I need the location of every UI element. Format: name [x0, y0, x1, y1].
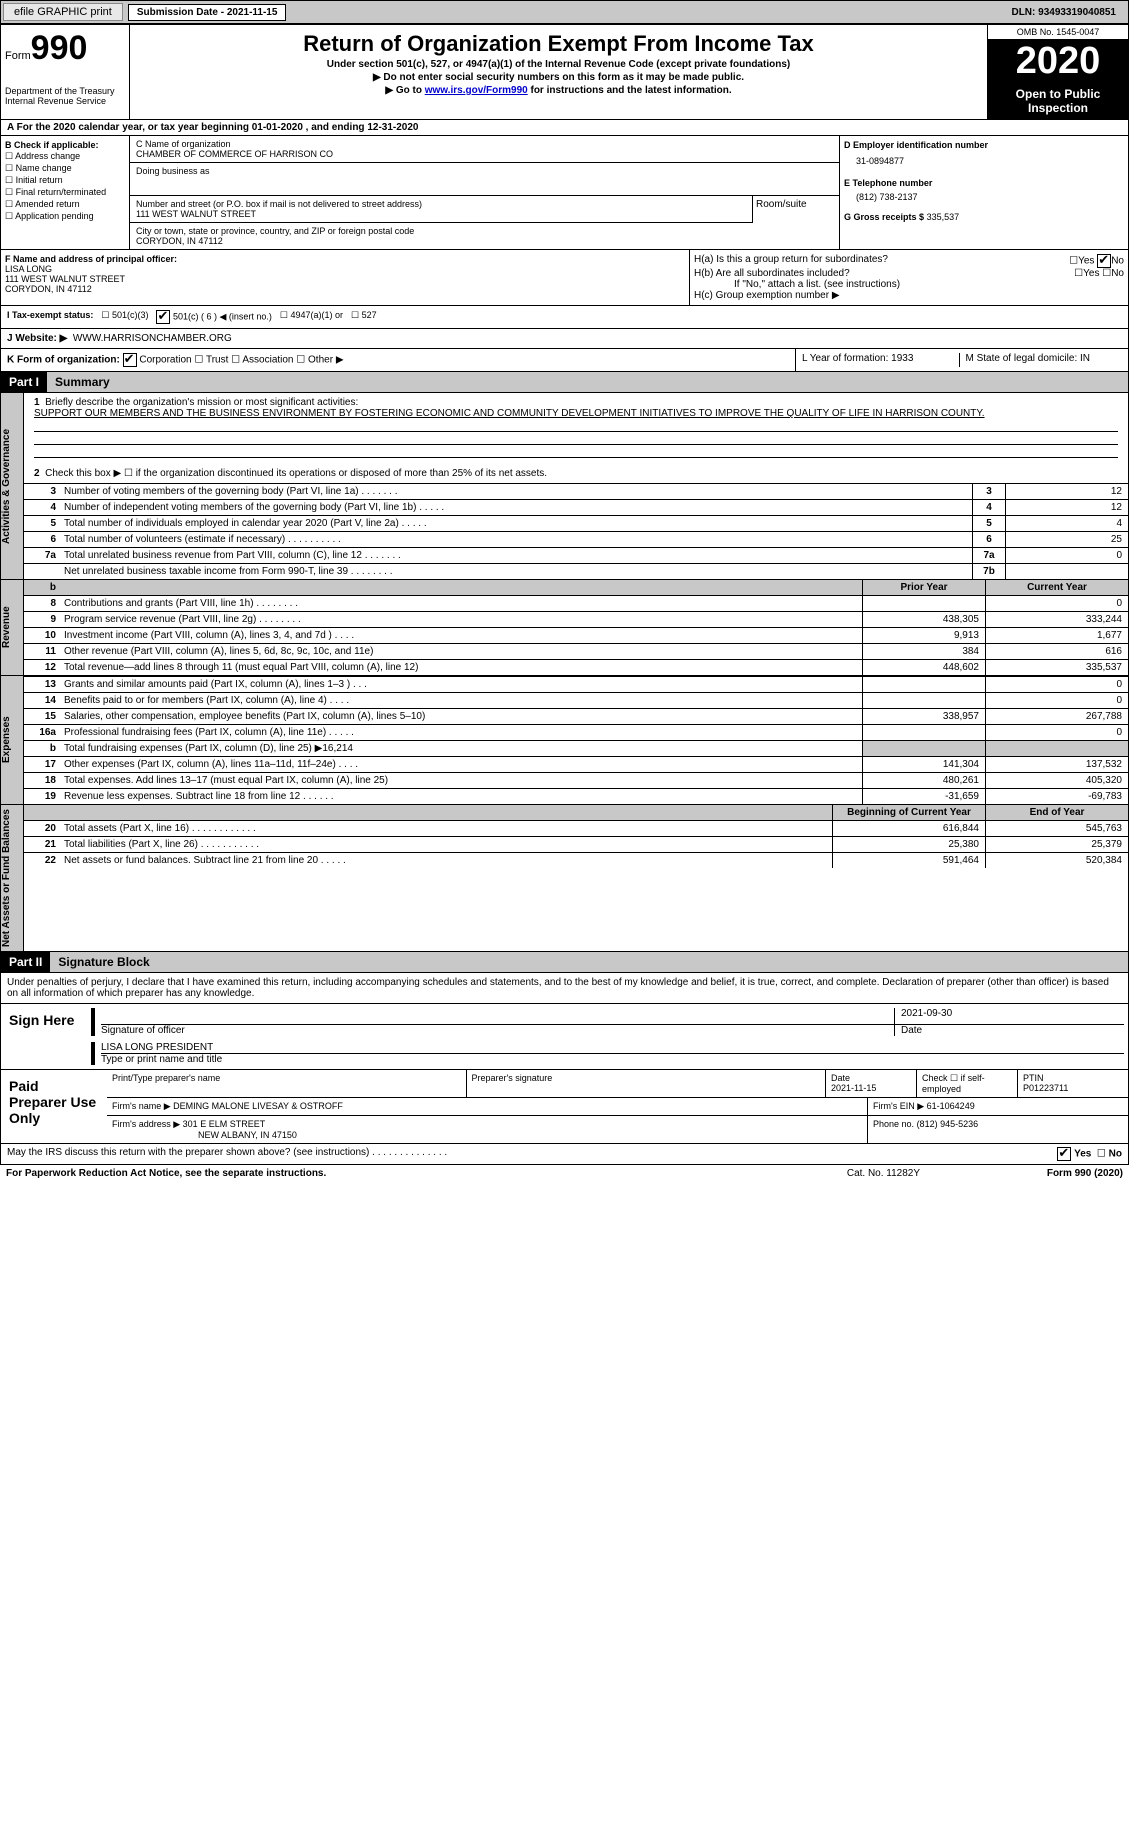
sign-here-block: Sign Here Signature of officer 2021-09-3… [0, 1004, 1129, 1070]
hb-note: If "No," attach a list. (see instruction… [694, 279, 1124, 290]
subtitle-1: Under section 501(c), 527, or 4947(a)(1)… [134, 59, 983, 70]
city-state-zip: CORYDON, IN 47112 [136, 236, 833, 246]
paperwork-notice: For Paperwork Reduction Act Notice, see … [6, 1168, 847, 1179]
form-org-row: K Form of organization: Corporation ☐ Tr… [0, 349, 1129, 372]
form-number: 990 [31, 29, 88, 67]
form-header: Form990 Department of the Treasury Inter… [0, 24, 1129, 120]
form-ref: Form 990 (2020) [1047, 1168, 1123, 1179]
period-line: A For the 2020 calendar year, or tax yea… [0, 120, 1129, 136]
officer-name: LISA LONG [5, 264, 52, 274]
penalty-text: Under penalties of perjury, I declare th… [0, 973, 1129, 1004]
website-label: J Website: ▶ [7, 333, 67, 344]
corp-checkbox[interactable] [123, 353, 137, 367]
sig-date-label: Date [894, 1025, 1124, 1036]
chk-name-change[interactable]: ☐ Name change [5, 163, 125, 174]
header-grid: B Check if applicable: ☐ Address change … [0, 136, 1129, 250]
part1-bar: Part ISummary [0, 372, 1129, 393]
footer: For Paperwork Reduction Act Notice, see … [0, 1165, 1129, 1182]
omb-number: OMB No. 1545-0047 [988, 25, 1128, 40]
irs-link[interactable]: www.irs.gov/Form990 [425, 85, 528, 96]
gross-receipts-label: G Gross receipts $ [844, 212, 924, 222]
dln: DLN: 93493319040851 [1011, 7, 1126, 18]
signer-name-label: Type or print name and title [101, 1054, 1124, 1065]
part2-bar: Part IISignature Block [0, 952, 1129, 973]
hb-label: H(b) Are all subordinates included? [694, 268, 850, 279]
form-label: Form [5, 50, 31, 62]
dba-label: Doing business as [136, 166, 833, 176]
may-discuss-text: May the IRS discuss this return with the… [7, 1147, 1057, 1161]
side-expenses: Expenses [1, 676, 24, 804]
room-label: Room/suite [753, 196, 839, 223]
netassets-section: Net Assets or Fund Balances Beginning of… [0, 805, 1129, 952]
side-netassets: Net Assets or Fund Balances [1, 805, 24, 951]
governance-section: Activities & Governance 1 Briefly descri… [0, 393, 1129, 580]
sig-date: 2021-09-30 [894, 1008, 1124, 1025]
efile-print-button[interactable]: efile GRAPHIC print [3, 3, 123, 21]
state-domicile: M State of legal domicile: IN [960, 353, 1123, 367]
ha-label: H(a) Is this a group return for subordin… [694, 254, 888, 268]
mission-text: SUPPORT OUR MEMBERS AND THE BUSINESS ENV… [34, 408, 985, 419]
ein-label: D Employer identification number [844, 140, 1124, 150]
may-discuss-row: May the IRS discuss this return with the… [0, 1144, 1129, 1165]
officer-label: F Name and address of principal officer: [5, 254, 177, 264]
tax-status-row: I Tax-exempt status: ☐ 501(c)(3) 501(c) … [0, 306, 1129, 329]
chk-initial-return[interactable]: ☐ Initial return [5, 175, 125, 186]
signer-name: LISA LONG PRESIDENT [101, 1042, 1124, 1054]
name-label: C Name of organization [136, 139, 833, 149]
dept-treasury: Department of the Treasury Internal Reve… [5, 86, 125, 106]
officer-addr: 111 WEST WALNUT STREET [5, 274, 125, 284]
501c-checkbox[interactable] [156, 310, 170, 324]
paid-preparer-label: Paid Preparer Use Only [1, 1070, 107, 1143]
top-toolbar: efile GRAPHIC print Submission Date - 20… [0, 0, 1129, 24]
hc-label: H(c) Group exemption number ▶ [694, 290, 1124, 301]
line1-label: Briefly describe the organization's miss… [45, 397, 358, 408]
ein-value: 31-0894877 [844, 150, 1124, 178]
gross-receipts-value: 335,537 [927, 212, 960, 222]
current-year-hdr: Current Year [985, 580, 1128, 595]
officer-city: CORYDON, IN 47112 [5, 284, 92, 294]
officer-block: F Name and address of principal officer:… [0, 250, 1129, 306]
ha-no-checkbox[interactable] [1097, 254, 1111, 268]
section-b-header: B Check if applicable: [5, 140, 125, 150]
sig-officer-label: Signature of officer [101, 1025, 894, 1036]
cat-no: Cat. No. 11282Y [847, 1168, 1047, 1179]
year-formation: L Year of formation: 1933 [802, 353, 960, 367]
street-address: 111 WEST WALNUT STREET [136, 209, 746, 219]
website-row: J Website: ▶ WWW.HARRISONCHAMBER.ORG [0, 329, 1129, 349]
bcy-hdr: Beginning of Current Year [832, 805, 985, 820]
discuss-yes-checkbox[interactable] [1057, 1147, 1071, 1161]
sign-here-label: Sign Here [1, 1004, 87, 1069]
subtitle-2: ▶ Do not enter social security numbers o… [134, 72, 983, 83]
chk-amended[interactable]: ☐ Amended return [5, 199, 125, 210]
open-to-public: Open to Public Inspection [988, 83, 1128, 119]
expenses-section: Expenses 13Grants and similar amounts pa… [0, 676, 1129, 805]
revenue-section: Revenue bPrior YearCurrent Year 8Contrib… [0, 580, 1129, 676]
chk-app-pending[interactable]: ☐ Application pending [5, 211, 125, 222]
city-label: City or town, state or province, country… [136, 226, 833, 236]
side-governance: Activities & Governance [1, 393, 24, 579]
form-title: Return of Organization Exempt From Incom… [134, 31, 983, 57]
phone-label: E Telephone number [844, 178, 1124, 188]
website-value: WWW.HARRISONCHAMBER.ORG [73, 333, 232, 344]
org-name: CHAMBER OF COMMERCE OF HARRISON CO [136, 149, 833, 159]
tax-year: 2020 [988, 40, 1128, 83]
addr-label: Number and street (or P.O. box if mail i… [136, 199, 746, 209]
line2-text: Check this box ▶ ☐ if the organization d… [45, 468, 547, 479]
chk-address-change[interactable]: ☐ Address change [5, 151, 125, 162]
paid-preparer-block: Paid Preparer Use Only Print/Type prepar… [0, 1070, 1129, 1144]
side-revenue: Revenue [1, 580, 24, 675]
submission-date: Submission Date - 2021-11-15 [128, 4, 287, 21]
subtitle-3: ▶ Go to www.irs.gov/Form990 for instruct… [134, 85, 983, 96]
chk-final-return[interactable]: ☐ Final return/terminated [5, 187, 125, 198]
eoy-hdr: End of Year [985, 805, 1128, 820]
prior-year-hdr: Prior Year [862, 580, 985, 595]
phone-value: (812) 738-2137 [844, 188, 1124, 212]
